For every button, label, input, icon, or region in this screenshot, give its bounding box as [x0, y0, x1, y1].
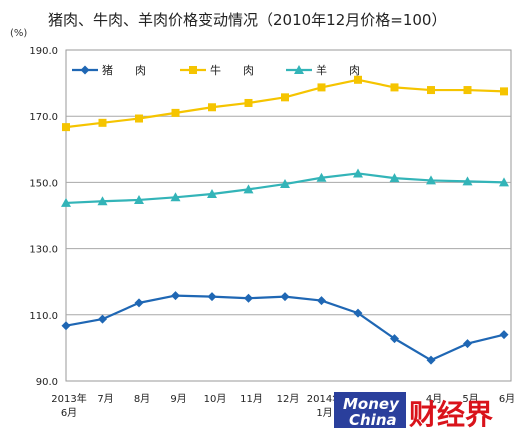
data-point-beef [463, 86, 472, 95]
watermark-china: China [349, 411, 397, 428]
series-pork [61, 291, 509, 365]
data-point-beef [317, 83, 326, 92]
y-axis-ticks: 90.0 110.0 130.0 150.0 170.0 190.0 [29, 46, 58, 388]
x-tick-label: 9月 [170, 393, 186, 405]
y-tick-label: 130.0 [29, 245, 58, 256]
data-point-beef [208, 103, 216, 112]
data-point-beef [390, 83, 399, 92]
data-point-mutton [426, 175, 436, 185]
y-unit-label: (%) [10, 28, 27, 39]
data-point-pork [353, 308, 363, 318]
legend-label-beef: 牛 肉 [210, 63, 254, 77]
x-tick-label: 4月 [426, 393, 442, 405]
series-beef [62, 75, 508, 132]
data-point-mutton [389, 173, 400, 183]
y-tick-label: 190.0 [29, 46, 58, 57]
data-point-mutton [61, 197, 71, 207]
chart-title: 猪肉、牛肉、羊肉价格变动情况（2010年12月价格=100） [48, 11, 446, 29]
data-point-mutton [316, 172, 327, 182]
data-point-mutton [97, 196, 108, 206]
plot-area [65, 49, 512, 382]
data-point-beef [62, 123, 70, 132]
x-tick-label: 12月 [277, 393, 300, 405]
y-tick-label: 170.0 [29, 112, 58, 123]
data-point-mutton [353, 168, 363, 178]
y-tick-label: 150.0 [29, 178, 58, 189]
x-tick-label: 7月 [97, 393, 113, 405]
data-point-pork [134, 298, 144, 308]
series-line-mutton [65, 172, 505, 205]
data-point-beef [354, 75, 362, 84]
legend-label-pork: 猪 肉 [102, 64, 146, 77]
x-tick-label: 6月 [499, 393, 515, 405]
x-tick-label: 10月 [204, 393, 227, 405]
series-mutton [61, 168, 509, 207]
data-point-beef [500, 87, 508, 96]
watermark-logo: Money China 财经界 [334, 392, 493, 428]
x-tick-label: 1月 [316, 407, 332, 419]
data-point-pork [171, 291, 180, 301]
data-point-mutton [134, 194, 144, 204]
data-point-mutton [207, 188, 217, 198]
data-point-pork [317, 296, 326, 306]
legend-marker-beef [189, 66, 197, 74]
data-point-mutton [280, 179, 290, 189]
data-point-pork [463, 339, 472, 349]
data-point-pork [426, 355, 436, 365]
series-line-pork [65, 294, 505, 362]
data-point-beef [171, 108, 180, 117]
gridlines [66, 115, 511, 316]
legend-marker-mutton [294, 65, 304, 74]
legend: 猪 肉牛 肉羊 肉 [72, 63, 360, 77]
data-point-mutton [499, 177, 509, 187]
data-point-mutton [170, 192, 181, 202]
x-tick-label: 2013年 [51, 392, 86, 405]
series-line-beef [65, 78, 505, 129]
x-tick-label: 5月 [462, 393, 478, 405]
data-point-beef [427, 86, 435, 95]
data-point-pork [61, 321, 71, 331]
x-tick-label: 2014年 [307, 392, 342, 405]
series-group [61, 75, 509, 365]
data-point-pork [207, 292, 217, 302]
data-point-beef [98, 118, 107, 127]
data-point-mutton [462, 176, 473, 186]
data-point-pork [280, 292, 290, 302]
watermark-cn: 财经界 [409, 398, 493, 428]
y-tick-label: 90.0 [36, 377, 58, 388]
watermark-badge [334, 392, 406, 428]
legend-marker-pork [80, 65, 90, 75]
x-tick-label: 6月 [61, 407, 77, 419]
data-point-pork [390, 334, 399, 344]
data-point-pork [244, 293, 253, 303]
y-tick-label: 110.0 [29, 311, 58, 322]
watermark-money: Money [343, 395, 400, 413]
legend-label-mutton: 羊 肉 [316, 63, 360, 77]
data-point-pork [98, 314, 107, 324]
data-point-beef [244, 98, 253, 107]
x-tick-label: 8月 [134, 393, 150, 405]
data-point-pork [499, 330, 509, 340]
data-point-beef [135, 114, 143, 123]
data-point-mutton [243, 184, 254, 194]
data-point-beef [281, 93, 289, 102]
x-tick-label: 11月 [240, 393, 263, 405]
